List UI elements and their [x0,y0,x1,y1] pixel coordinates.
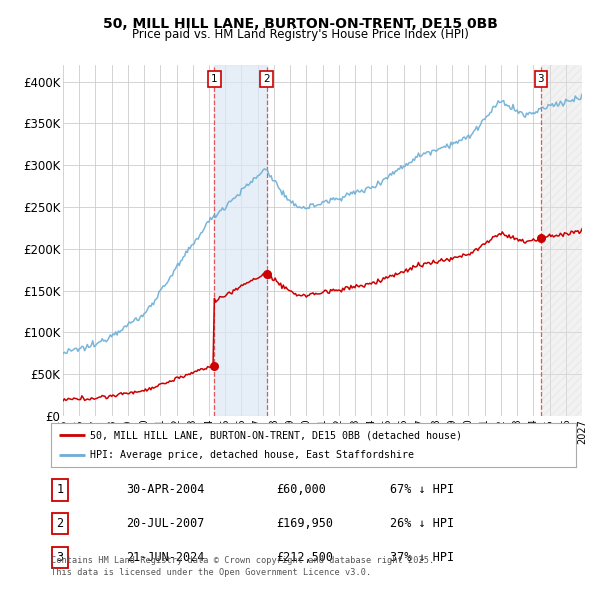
Text: 37% ↓ HPI: 37% ↓ HPI [390,550,454,564]
Text: HPI: Average price, detached house, East Staffordshire: HPI: Average price, detached house, East… [91,450,415,460]
Text: Price paid vs. HM Land Registry's House Price Index (HPI): Price paid vs. HM Land Registry's House … [131,28,469,41]
Text: 3: 3 [538,74,544,84]
Text: 1: 1 [56,483,64,497]
Text: 3: 3 [56,550,64,564]
Text: 21-JUN-2024: 21-JUN-2024 [126,550,205,564]
Text: 50, MILL HILL LANE, BURTON-ON-TRENT, DE15 0BB: 50, MILL HILL LANE, BURTON-ON-TRENT, DE1… [103,17,497,31]
Text: Contains HM Land Registry data © Crown copyright and database right 2025.
This d: Contains HM Land Registry data © Crown c… [51,556,434,577]
Text: £60,000: £60,000 [276,483,326,497]
Bar [541,65,582,416]
Text: 26% ↓ HPI: 26% ↓ HPI [390,517,454,530]
Text: 2: 2 [56,517,64,530]
Text: £212,500: £212,500 [276,550,333,564]
Text: 30-APR-2004: 30-APR-2004 [126,483,205,497]
Text: 67% ↓ HPI: 67% ↓ HPI [390,483,454,497]
Text: 1: 1 [211,74,218,84]
Text: 20-JUL-2007: 20-JUL-2007 [126,517,205,530]
Bar [214,65,266,416]
Text: 50, MILL HILL LANE, BURTON-ON-TRENT, DE15 0BB (detached house): 50, MILL HILL LANE, BURTON-ON-TRENT, DE1… [91,431,463,440]
Text: 2: 2 [263,74,270,84]
Text: £169,950: £169,950 [276,517,333,530]
